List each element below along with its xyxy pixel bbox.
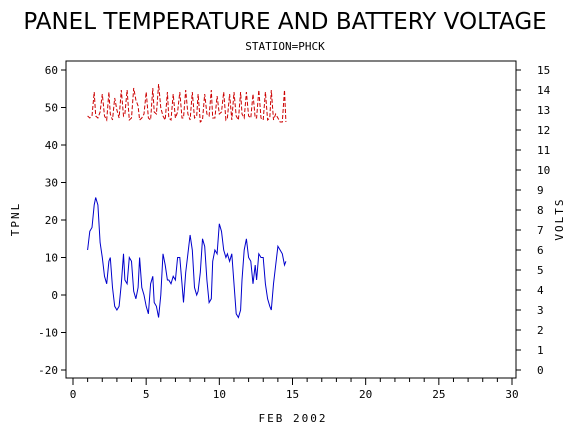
y-tick-label: 30: [45, 177, 58, 190]
y2-tick-label: 10: [537, 164, 550, 177]
x-tick-label: 20: [359, 388, 372, 401]
x-tick-label: 15: [286, 388, 299, 401]
y-tick-label: -10: [38, 327, 58, 340]
y2-tick-label: 13: [537, 104, 550, 117]
y2-tick-label: 14: [537, 84, 551, 97]
y-tick-label: 20: [45, 214, 58, 227]
y2-tick-label: 0: [537, 364, 544, 377]
y2-tick-label: 6: [537, 244, 544, 257]
y-axis-title: TPNL: [9, 202, 22, 237]
y2-tick-label: 12: [537, 124, 550, 137]
x-axis-title: FEB 2002: [259, 412, 328, 425]
y2-tick-label: 7: [537, 224, 544, 237]
x-tick-label: 0: [70, 388, 77, 401]
y2-tick-label: 4: [537, 284, 544, 297]
y-tick-label: 60: [45, 64, 58, 77]
bottom-axis: 0 5 10 15 20 25 30: [70, 378, 519, 401]
y2-tick-label: 3: [537, 304, 544, 317]
tpnl-series-line: [87, 197, 287, 319]
y-tick-label: 40: [45, 139, 58, 152]
chart-title: PANEL TEMPERATURE AND BATTERY VOLTAGE: [23, 9, 546, 35]
y2-tick-label: 8: [537, 204, 544, 217]
y2-tick-label: 9: [537, 184, 544, 197]
x-tick-label: 10: [213, 388, 226, 401]
chart-subtitle: STATION=PHCK: [245, 40, 325, 53]
y-tick-label: -20: [38, 364, 58, 377]
x-tick-label: 25: [432, 388, 445, 401]
x-tick-label: 5: [143, 388, 150, 401]
plot-frame: [65, 60, 517, 379]
series-layer: [87, 83, 287, 319]
volts-series-line: [87, 83, 287, 124]
x-tick-label: 30: [505, 388, 518, 401]
y2-axis-title: VOLTS: [553, 197, 566, 240]
y-tick-label: 0: [51, 289, 58, 302]
y-tick-label: 50: [45, 102, 58, 115]
y-tick-label: 10: [45, 252, 58, 265]
y2-tick-label: 5: [537, 264, 544, 277]
y2-tick-label: 11: [537, 144, 550, 157]
y2-tick-label: 2: [537, 324, 544, 337]
y2-tick-label: 1: [537, 344, 544, 357]
left-axis: -20 -10 0 10 20 30 40 50 60: [38, 64, 66, 377]
y2-tick-label: 15: [537, 64, 550, 77]
